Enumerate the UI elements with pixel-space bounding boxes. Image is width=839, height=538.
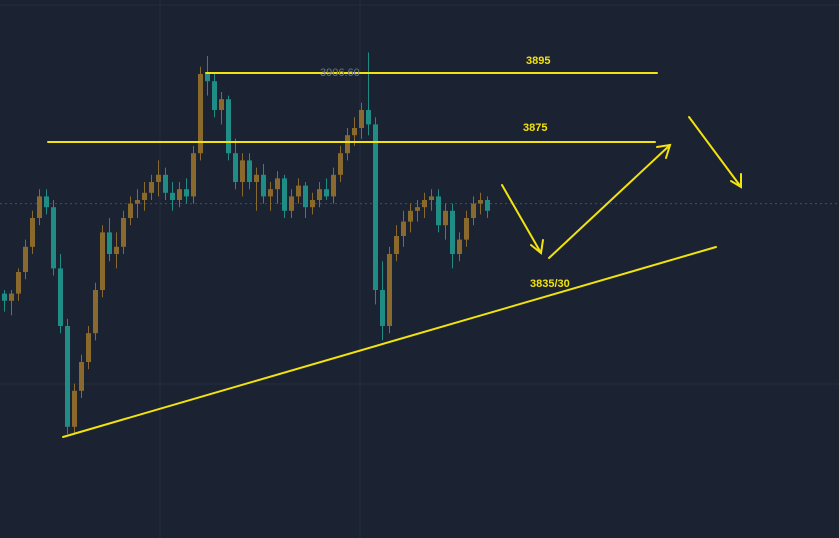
candle-down [436,196,441,226]
candle-down [247,160,252,182]
candle-down [2,293,7,301]
candle-down [44,196,49,208]
candle-up [121,218,126,247]
candle-down [184,189,189,197]
arrowhead-1 [530,239,544,255]
candle-up [275,178,280,190]
candle-up [114,246,119,254]
candle-up [289,196,294,211]
candle-up [191,153,196,197]
candle-up [219,99,224,110]
candle-down [170,192,175,200]
candle-up [86,333,91,362]
candle-down [65,326,70,427]
candle-down [163,174,168,193]
candle-down [303,185,308,208]
candle-down [205,74,210,82]
candle-up [443,210,448,226]
candle-down [107,232,112,254]
candle-up [408,210,413,222]
drawn-annotations [47,72,742,438]
support-trend-line [62,246,717,438]
candle-down [51,207,56,269]
candle-up [471,203,476,218]
candle-up [345,135,350,154]
candle-down [212,81,217,110]
candle-down [373,124,378,291]
candle-up [23,246,28,272]
candle-up [149,182,154,193]
candle-up [156,174,161,182]
candle-up [79,362,84,391]
candle-up [30,218,35,247]
candle-up [422,200,427,208]
candle-up [387,254,392,326]
level-label-3875: 3875 [523,122,547,134]
candle-up [401,221,406,236]
candle-up [331,174,336,197]
peak-price-label: 3906.60 [320,67,360,79]
candle-down [282,178,287,211]
candlestick-series [2,52,490,434]
candle-up [478,200,483,204]
candle-up [177,189,182,200]
candle-up [240,160,245,182]
candle-up [135,200,140,204]
candle-up [310,200,315,208]
candle-up [37,196,42,218]
candle-up [268,189,273,197]
arrowhead-3 [730,173,742,189]
candle-down [450,210,455,254]
projection-arrow-down-1 [501,184,542,254]
projection-arrow-down-2 [688,116,742,188]
candle-up [394,236,399,254]
candle-up [296,185,301,197]
candle-up [254,174,259,182]
candle-up [352,128,357,136]
candle-down [485,200,490,211]
candle-up [128,203,133,218]
candle-down [380,290,385,326]
projection-target-label: 3835/30 [530,278,570,290]
candle-up [198,74,203,154]
candle-down [261,174,266,197]
projection-arrow-up [548,144,671,259]
candle-up [464,218,469,240]
candle-up [317,189,322,200]
candle-up [359,110,364,128]
candle-down [233,153,238,182]
candle-up [457,239,462,254]
candle-up [415,207,420,211]
candle-up [72,390,77,427]
candle-down [324,189,329,197]
candle-up [9,293,14,301]
arrowhead-2 [656,143,672,159]
candle-up [338,153,343,175]
candle-down [58,268,63,326]
candle-up [142,192,147,200]
candle-up [100,232,105,290]
candle-down [366,110,371,125]
candle-up [93,290,98,334]
candle-up [16,272,21,294]
candle-down [226,99,231,154]
level-label-3895: 3895 [526,55,550,67]
candle-up [429,196,434,200]
